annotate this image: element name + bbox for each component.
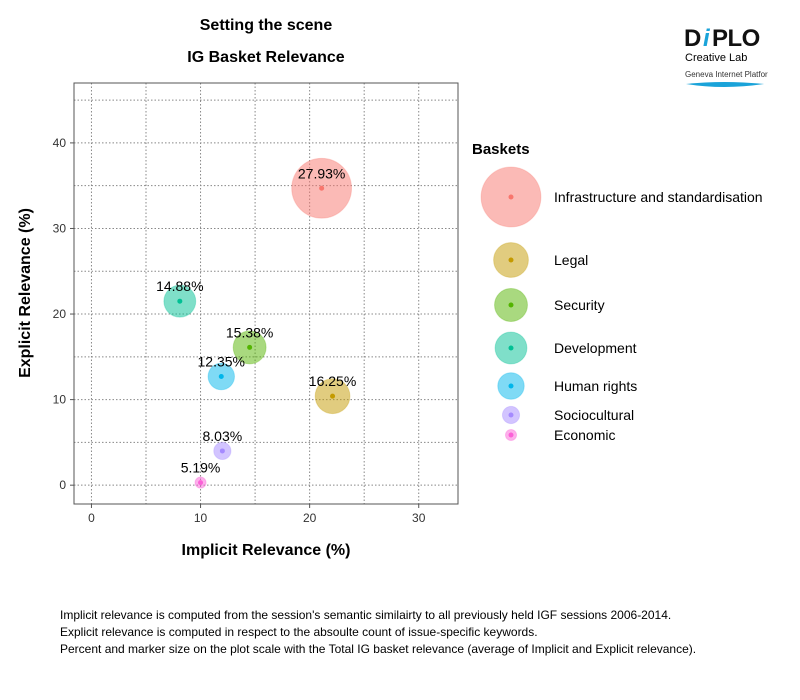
legend-label: Security [554,297,605,313]
bubble-center [247,344,253,350]
y-tick-label: 20 [53,307,67,321]
y-tick-label: 10 [53,393,67,407]
data-label: 14.88% [156,278,203,294]
bubble-center [177,298,183,304]
logo-graphic: D i PLO Creative Lab Geneva Internet Pla… [684,25,775,87]
legend-label: Infrastructure and standardisation [554,189,763,205]
y-tick-label: 40 [53,136,67,150]
legend-key-center [508,194,514,200]
chart-title: Setting the scene [200,17,333,34]
legend-key-center [508,302,514,308]
legend-key-center [508,412,514,418]
bubble-center [218,374,224,380]
bubble-center [319,185,325,191]
legend-label: Sociocultural [554,407,634,423]
data-label: 15.38% [226,324,273,340]
axis-ticks: 0 10 20 30 0 10 20 30 40 [53,136,426,525]
data-label: 16.25% [309,373,356,389]
footnote-1: Implicit relevance is computed from the … [60,608,672,622]
svg-text:Geneva Internet Platform: Geneva Internet Platform [685,70,768,79]
x-axis-label: Implicit Relevance (%) [182,542,351,559]
chart-subtitle: IG Basket Relevance [187,49,345,66]
y-tick-label: 30 [53,221,67,235]
x-tick-label: 30 [412,511,426,525]
data-label: 27.93% [298,165,345,181]
legend-title: Baskets [472,141,530,158]
legend-label: Legal [554,252,588,268]
legend-label: Development [554,340,637,356]
x-tick-label: 20 [303,511,317,525]
grid [74,83,458,504]
bubble-center [330,393,336,399]
plot-frame [73,82,459,505]
legend-label: Economic [554,427,615,443]
legend-key-center [508,432,514,438]
bubble-chart: Setting the scene IG Basket Relevance 0 1… [17,17,763,559]
diplo-logo: D i PLO Creative Lab Geneva Internet Pla… [684,24,775,95]
legend: Infrastructure and standardisation Legal S… [480,166,763,443]
data-label: 5.19% [181,460,221,476]
footnote-2: Explicit relevance is computed in respec… [60,625,538,639]
bubbles: 27.93% 16.25% 15.38% 14.88% 12.35% 8.03% 5.19% [156,157,356,489]
x-tick-label: 0 [88,511,95,525]
y-axis-label: Explicit Relevance (%) [17,208,34,378]
footnote-3: Percent and marker size on the plot scal… [60,642,697,656]
x-tick-label: 10 [194,511,208,525]
svg-text:Creative Lab: Creative Lab [685,52,747,64]
svg-text:D: D [684,25,701,52]
data-label: 12.35% [198,354,245,370]
legend-key-center [508,257,514,263]
y-tick-label: 0 [59,478,66,492]
svg-text:i: i [703,25,711,52]
bubble-center [198,480,204,486]
legend-key-center [508,383,514,389]
legend-key-center [508,345,514,351]
svg-text:PLO: PLO [712,25,760,52]
legend-label: Human rights [554,378,637,394]
bubble-center [219,448,225,454]
data-label: 8.03% [203,428,243,444]
